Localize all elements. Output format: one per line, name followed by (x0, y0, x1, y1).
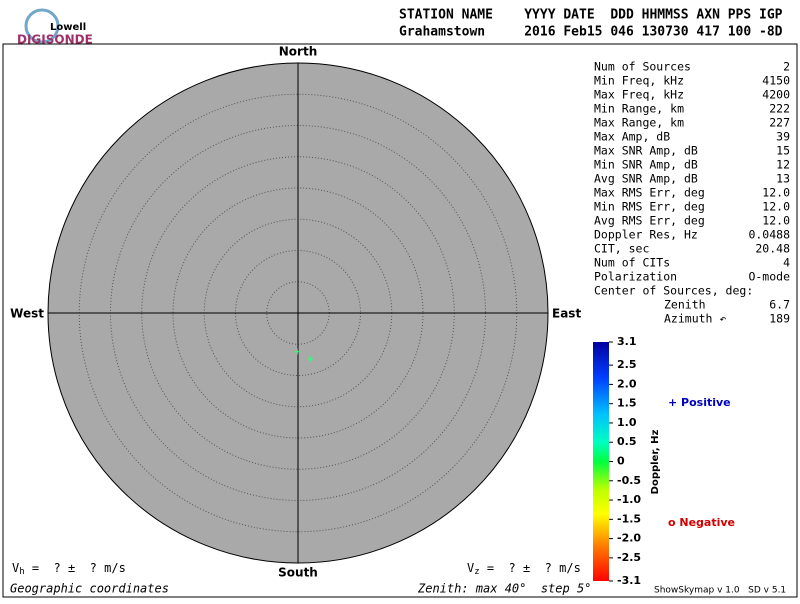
stat-label: Min Freq, kHz (594, 74, 684, 88)
logo-arc (24, 8, 60, 44)
stat-label: Min SNR Amp, dB (594, 158, 698, 172)
colorbar-tick-label: 2.5 (617, 358, 637, 371)
stat-label: CIT, sec (594, 242, 649, 256)
colorbar-tick-label: -0.5 (617, 474, 641, 487)
stat-value: 13 (776, 172, 790, 186)
stat-value: 4200 (762, 88, 790, 102)
stat-value: 12.0 (762, 186, 790, 200)
colorbar-tick-label: -2.0 (617, 532, 641, 545)
logo-bottom: DIGISONDE (17, 33, 93, 47)
center-label: Center of Sources, deg: (594, 284, 753, 298)
stat-value: 39 (776, 130, 790, 144)
colorbar-tick-label: 2.0 (617, 377, 637, 390)
frame (2, 43, 798, 598)
colorbar-tick-label: -1.5 (617, 512, 641, 525)
vz-text: Vz = ? ± ? m/s (467, 561, 581, 577)
stat-value: 4 (783, 256, 790, 270)
stat-value: 12 (776, 158, 790, 172)
stat-label: Num of Sources (594, 60, 691, 74)
stat-label: Min Range, km (594, 102, 684, 116)
colorbar (593, 342, 609, 581)
colorbar-tick-label: 0 (617, 455, 625, 468)
stat-label: Min RMS Err, deg (594, 200, 705, 214)
version: ShowSkymap v 1.0 SD v 5.1 (654, 586, 786, 596)
stat-label: Avg RMS Err, deg (594, 214, 705, 228)
south-label: South (278, 566, 318, 580)
stat-label: Num of CITs (594, 256, 670, 270)
colorbar-tick-label: -1.0 (617, 493, 641, 506)
stat-label: Max Amp, dB (594, 130, 670, 144)
north-label: North (279, 45, 317, 59)
positive-legend: + Positive (668, 396, 731, 409)
colorbar-tick-label: 1.5 (617, 397, 637, 410)
stat-value: O-mode (748, 270, 790, 284)
colorbar-tick-label: -3.1 (617, 574, 641, 587)
west-label: West (10, 307, 44, 321)
stat-value: 15 (776, 144, 790, 158)
vh-text: Vh = ? ± ? m/s (12, 561, 126, 577)
header-columns: STATION NAME YYYY DATE DDD HHMMSS AXN PP… (399, 8, 783, 23)
stat-value: 12.0 (762, 214, 790, 228)
stat-value: 12.0 (762, 200, 790, 214)
stat-value: 2 (783, 60, 790, 74)
center-row-value: 6.7 (769, 298, 790, 312)
stat-value: 4150 (762, 74, 790, 88)
stat-value: 227 (769, 116, 790, 130)
stat-label: Polarization (594, 270, 677, 284)
zenith-label: Zenith: max 40° step 5° (417, 582, 591, 596)
center-row-label: Azimuth ↶ (664, 312, 726, 326)
center-row-value: 189 (769, 312, 790, 326)
east-label: East (552, 307, 581, 321)
logo-top: Lowell (50, 22, 86, 33)
center-row-label: Zenith (664, 298, 706, 312)
colorbar-tick-label: -2.5 (617, 551, 641, 564)
stat-value: 0.0488 (748, 228, 790, 242)
colorbar-title: Doppler, Hz (650, 430, 661, 495)
colorbar-tick-label: 1.0 (617, 416, 637, 429)
colorbar-tick-label: 3.1 (617, 335, 637, 348)
header-values: Grahamstown 2016 Feb15 046 130730 417 10… (399, 25, 783, 40)
stat-label: Max Freq, kHz (594, 88, 684, 102)
stat-value: 20.48 (755, 242, 790, 256)
coords-label: Geographic coordinates (10, 582, 169, 596)
source-marker (307, 355, 314, 362)
stat-label: Max RMS Err, deg (594, 186, 705, 200)
stat-label: Max Range, km (594, 116, 684, 130)
stat-value: 222 (769, 102, 790, 116)
source-marker (294, 348, 301, 355)
stat-label: Max SNR Amp, dB (594, 144, 698, 158)
stat-label: Avg SNR Amp, dB (594, 172, 698, 186)
stat-label: Doppler Res, Hz (594, 228, 698, 242)
colorbar-tick-label: 0.5 (617, 435, 637, 448)
negative-legend: o Negative (668, 516, 735, 529)
